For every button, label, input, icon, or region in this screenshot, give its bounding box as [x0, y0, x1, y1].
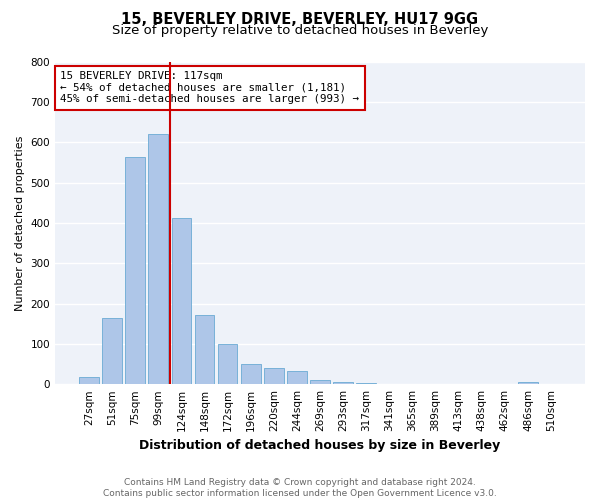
Bar — [310, 380, 330, 384]
Bar — [102, 318, 122, 384]
X-axis label: Distribution of detached houses by size in Beverley: Distribution of detached houses by size … — [139, 440, 500, 452]
Text: 15 BEVERLEY DRIVE: 117sqm
← 54% of detached houses are smaller (1,181)
45% of se: 15 BEVERLEY DRIVE: 117sqm ← 54% of detac… — [61, 71, 359, 104]
Bar — [264, 368, 284, 384]
Bar — [148, 134, 168, 384]
Bar — [79, 377, 99, 384]
Bar — [334, 382, 353, 384]
Bar — [172, 218, 191, 384]
Bar — [218, 344, 238, 384]
Bar — [518, 382, 538, 384]
Text: Contains HM Land Registry data © Crown copyright and database right 2024.
Contai: Contains HM Land Registry data © Crown c… — [103, 478, 497, 498]
Text: 15, BEVERLEY DRIVE, BEVERLEY, HU17 9GG: 15, BEVERLEY DRIVE, BEVERLEY, HU17 9GG — [121, 12, 479, 28]
Bar — [194, 315, 214, 384]
Text: Size of property relative to detached houses in Beverley: Size of property relative to detached ho… — [112, 24, 488, 37]
Bar — [241, 364, 260, 384]
Y-axis label: Number of detached properties: Number of detached properties — [15, 135, 25, 310]
Bar — [125, 157, 145, 384]
Bar — [287, 372, 307, 384]
